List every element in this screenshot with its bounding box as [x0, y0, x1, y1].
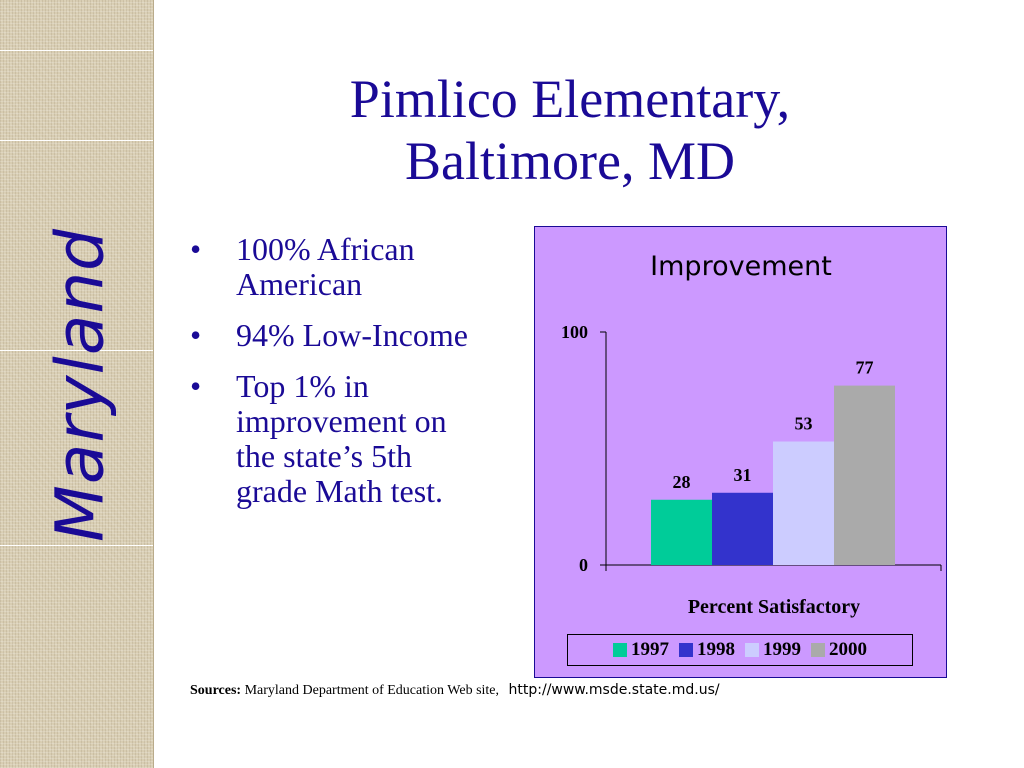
bullet-item: • 100% African American — [190, 232, 490, 302]
legend-label: 1999 — [763, 639, 801, 660]
x-axis-label: Percent Satisfactory — [688, 596, 860, 618]
chart-title: Improvement — [650, 251, 832, 282]
sidebar-panel: Maryland — [0, 0, 154, 768]
legend-item-1998: 1998 — [679, 639, 735, 661]
legend-label: 1997 — [631, 639, 669, 660]
sidebar-rule — [0, 50, 153, 51]
chart-legend: 1997 1998 1999 2000 — [567, 634, 913, 666]
bar-1997 — [651, 499, 712, 565]
legend-item-2000: 2000 — [811, 639, 867, 661]
legend-swatch — [811, 643, 825, 657]
source-note: Sources: Maryland Department of Educatio… — [190, 682, 720, 699]
source-link[interactable]: http://www.msde.state.md.us/ — [508, 682, 720, 698]
title-line-1: Pimlico Elementary, — [349, 69, 791, 129]
source-label: Sources: — [190, 683, 242, 698]
bar-1999 — [773, 441, 834, 565]
bullet-item: • 94% Low-Income — [190, 318, 490, 353]
legend-label: 2000 — [829, 639, 867, 660]
bullet-text: 94% Low-Income — [236, 317, 468, 353]
legend-swatch — [745, 643, 759, 657]
sidebar-rule — [0, 545, 153, 546]
source-text: Maryland Department of Education Web sit… — [244, 683, 500, 698]
y-tick-label: 100 — [561, 322, 588, 342]
bar-1998 — [712, 492, 773, 565]
bar-value-label: 31 — [734, 465, 752, 485]
bullet-item: • Top 1% in improvement on the state’s 5… — [190, 369, 490, 509]
slide-title: Pimlico Elementary, Baltimore, MD — [230, 68, 910, 192]
legend-label: 1998 — [697, 639, 735, 660]
bar-value-label: 77 — [856, 358, 874, 378]
legend-swatch — [679, 643, 693, 657]
sidebar-word: Maryland — [41, 227, 119, 543]
legend-item-1997: 1997 — [613, 639, 669, 661]
sidebar-rule — [0, 140, 153, 141]
bar-2000 — [834, 385, 895, 565]
y-tick-label: 0 — [579, 555, 588, 575]
chart-panel: Improvement Percent Satisfactory 0 100 28 3… — [534, 226, 947, 678]
bullet-marker: • — [190, 231, 202, 267]
legend-item-1999: 1999 — [745, 639, 801, 661]
bullet-text: 100% African American — [236, 231, 415, 302]
legend-swatch — [613, 643, 627, 657]
bullet-list: • 100% African American • 94% Low-Income… — [190, 232, 490, 525]
bar-chart: Improvement Percent Satisfactory 0 100 28 3… — [561, 251, 942, 618]
bar-value-label: 53 — [795, 414, 813, 434]
bullet-marker: • — [190, 317, 202, 353]
bar-value-label: 28 — [673, 472, 691, 492]
bullet-marker: • — [190, 368, 202, 404]
bullet-text: Top 1% in improvement on the state’s 5th… — [236, 368, 447, 509]
sidebar-rule — [0, 350, 153, 351]
title-line-2: Baltimore, MD — [405, 131, 735, 191]
